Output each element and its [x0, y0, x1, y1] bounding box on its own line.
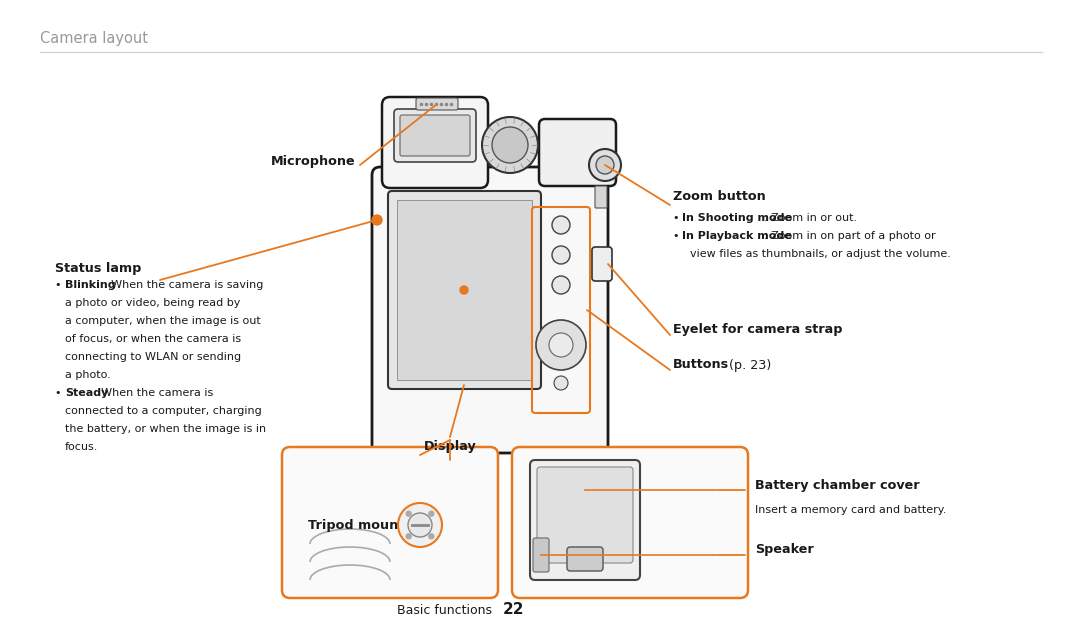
- Text: •: •: [55, 388, 65, 398]
- FancyBboxPatch shape: [372, 167, 608, 453]
- Circle shape: [552, 246, 570, 264]
- Circle shape: [408, 513, 432, 537]
- Text: Eyelet for camera strap: Eyelet for camera strap: [673, 323, 842, 336]
- Text: the battery, or when the image is in: the battery, or when the image is in: [65, 424, 266, 434]
- Circle shape: [429, 511, 434, 516]
- Text: In Playback mode: In Playback mode: [681, 231, 792, 241]
- Text: Speaker: Speaker: [755, 544, 813, 556]
- Circle shape: [552, 276, 570, 294]
- FancyBboxPatch shape: [400, 115, 470, 156]
- Text: Display: Display: [423, 440, 476, 453]
- Text: connecting to WLAN or sending: connecting to WLAN or sending: [65, 352, 241, 362]
- Circle shape: [552, 216, 570, 234]
- Text: Zoom button: Zoom button: [673, 190, 766, 203]
- FancyBboxPatch shape: [388, 191, 541, 389]
- Text: : Zoom in on part of a photo or: : Zoom in on part of a photo or: [764, 231, 935, 241]
- Text: (p. 23): (p. 23): [725, 358, 771, 372]
- Text: •: •: [55, 280, 65, 290]
- Circle shape: [554, 376, 568, 390]
- Text: Battery chamber cover: Battery chamber cover: [755, 479, 920, 491]
- FancyBboxPatch shape: [537, 467, 633, 563]
- Text: view files as thumbnails, or adjust the volume.: view files as thumbnails, or adjust the …: [690, 249, 950, 259]
- Text: connected to a computer, charging: connected to a computer, charging: [65, 406, 261, 416]
- Text: •: •: [673, 213, 683, 223]
- Text: Microphone: Microphone: [271, 156, 356, 168]
- FancyBboxPatch shape: [282, 447, 498, 598]
- Circle shape: [492, 127, 528, 163]
- Circle shape: [589, 149, 621, 181]
- Circle shape: [406, 534, 411, 539]
- FancyBboxPatch shape: [595, 186, 607, 208]
- Text: In Shooting mode: In Shooting mode: [681, 213, 792, 223]
- Circle shape: [549, 333, 573, 357]
- Text: Status lamp: Status lamp: [55, 262, 141, 275]
- Circle shape: [372, 215, 382, 225]
- Text: Buttons: Buttons: [673, 358, 729, 372]
- FancyBboxPatch shape: [592, 247, 612, 281]
- Text: of focus, or when the camera is: of focus, or when the camera is: [65, 334, 241, 344]
- Circle shape: [399, 503, 442, 547]
- Text: : When the camera is saving: : When the camera is saving: [104, 280, 264, 290]
- FancyBboxPatch shape: [416, 98, 458, 110]
- Text: : When the camera is: : When the camera is: [94, 388, 214, 398]
- Text: 22: 22: [503, 602, 525, 617]
- Text: Tripod mount: Tripod mount: [308, 518, 404, 532]
- Circle shape: [596, 156, 615, 174]
- FancyBboxPatch shape: [567, 547, 603, 571]
- Text: Basic functions: Basic functions: [397, 604, 500, 617]
- Text: •: •: [673, 231, 683, 241]
- Text: focus.: focus.: [65, 442, 98, 452]
- Text: : Zoom in or out.: : Zoom in or out.: [764, 213, 856, 223]
- Text: a computer, when the image is out: a computer, when the image is out: [65, 316, 260, 326]
- FancyBboxPatch shape: [394, 109, 476, 162]
- Text: Steady: Steady: [65, 388, 108, 398]
- Circle shape: [482, 117, 538, 173]
- Circle shape: [460, 286, 468, 294]
- FancyBboxPatch shape: [530, 460, 640, 580]
- FancyBboxPatch shape: [397, 200, 532, 380]
- FancyBboxPatch shape: [382, 97, 488, 188]
- Text: a photo or video, being read by: a photo or video, being read by: [65, 298, 241, 308]
- FancyBboxPatch shape: [512, 447, 748, 598]
- Text: Insert a memory card and battery.: Insert a memory card and battery.: [755, 505, 946, 515]
- Circle shape: [429, 534, 434, 539]
- FancyBboxPatch shape: [534, 538, 549, 572]
- Circle shape: [406, 511, 411, 516]
- FancyBboxPatch shape: [539, 119, 616, 186]
- Text: Blinking: Blinking: [65, 280, 116, 290]
- Text: a photo.: a photo.: [65, 370, 111, 380]
- Text: Camera layout: Camera layout: [40, 30, 148, 45]
- Circle shape: [536, 320, 586, 370]
